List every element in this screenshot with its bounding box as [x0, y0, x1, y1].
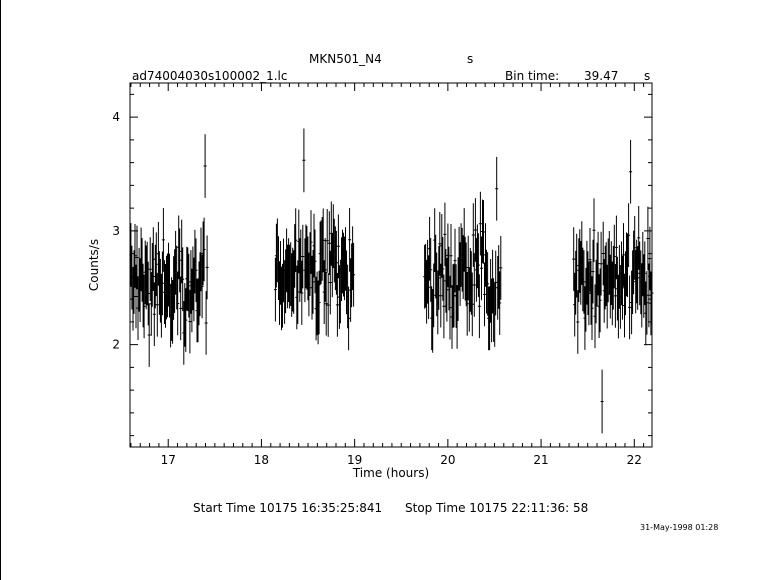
- x-tick-label: 20: [440, 453, 455, 467]
- data-segment: [273, 128, 356, 351]
- left-border-rule: [0, 0, 1, 580]
- bin-time-label: Bin time:: [505, 69, 560, 83]
- bin-time-unit: s: [644, 69, 651, 83]
- y-tick-label: 2: [112, 338, 120, 352]
- data-segment: [423, 156, 503, 353]
- source-name: MKN501_N4: [309, 52, 382, 66]
- x-tick-label: 22: [627, 453, 642, 467]
- y-tick-label: 4: [112, 110, 120, 124]
- x-tick-label: 18: [254, 453, 269, 467]
- data-segment: [572, 139, 654, 434]
- unit-flag: s: [467, 52, 474, 66]
- start-time: Start Time 10175 16:35:25:841: [193, 501, 383, 515]
- file-name: ad74004030s100002_1.lc: [132, 69, 288, 83]
- y-axis-label: Counts/s: [87, 239, 101, 291]
- plot-frame: [129, 82, 653, 448]
- x-tick-label: 19: [347, 453, 362, 467]
- bin-time-value: 39.47: [584, 69, 619, 83]
- render-timestamp: 31-May-1998 01:28: [640, 523, 719, 532]
- data-layer: [129, 128, 654, 434]
- stop-time: Stop Time 10175 22:11:36: 58: [405, 501, 589, 515]
- data-segment: [129, 134, 209, 367]
- x-axis-label: Time (hours): [352, 466, 429, 480]
- y-tick-label: 3: [112, 224, 120, 238]
- x-tick-label: 17: [161, 453, 176, 467]
- x-tick-label: 21: [533, 453, 548, 467]
